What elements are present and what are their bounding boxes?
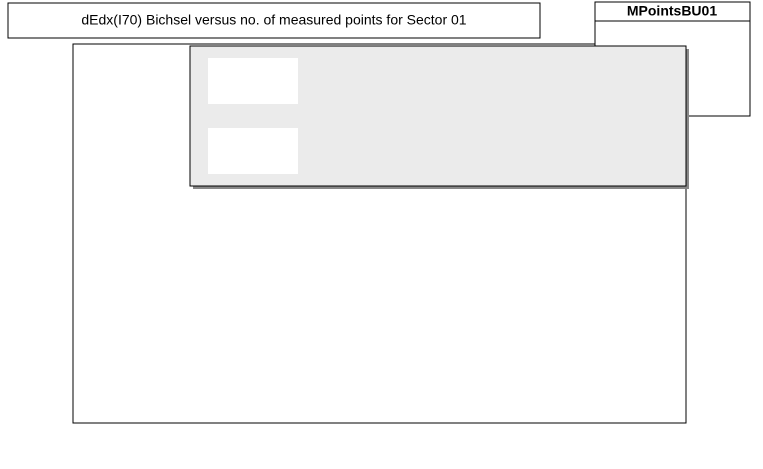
chart-title: dEdx(I70) Bichsel versus no. of measured…	[81, 12, 466, 28]
stats-title: MPointsBU01	[627, 3, 717, 19]
legend-swatch-bg	[208, 58, 298, 104]
legend	[189, 45, 689, 189]
legend-swatch-bg	[208, 128, 298, 174]
plot-frame	[72, 43, 687, 424]
title-box	[7, 2, 541, 39]
